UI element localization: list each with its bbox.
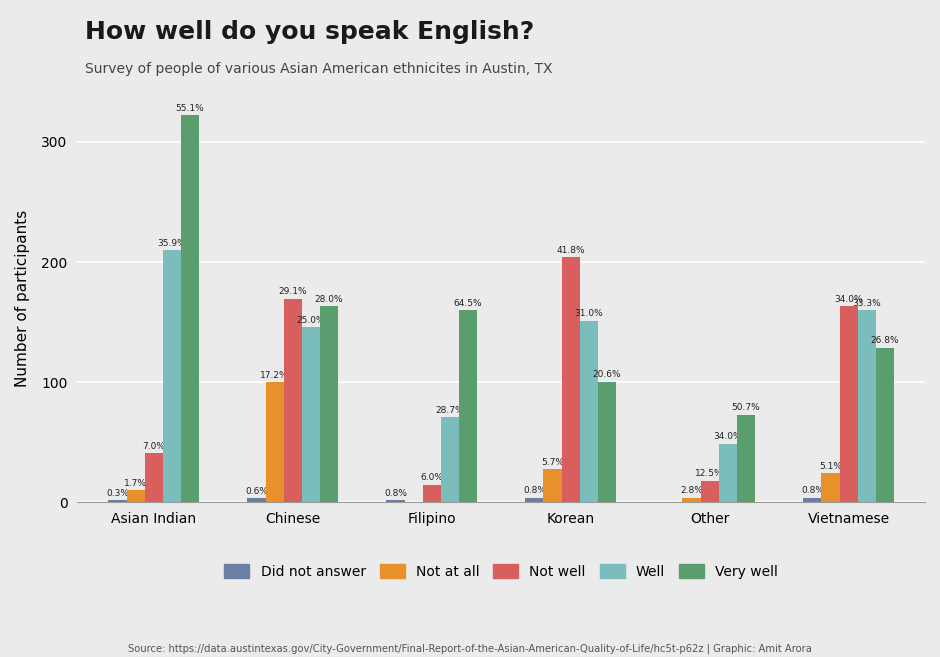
Bar — [386, 500, 404, 503]
Bar — [876, 348, 894, 503]
Bar — [525, 498, 543, 503]
Bar — [302, 327, 320, 503]
Y-axis label: Number of participants: Number of participants — [15, 210, 30, 387]
Text: 0.8%: 0.8% — [801, 486, 824, 495]
Bar — [682, 497, 700, 503]
Text: 55.1%: 55.1% — [176, 104, 204, 112]
Bar — [423, 485, 441, 503]
Text: 34.0%: 34.0% — [834, 295, 863, 304]
Text: 1.7%: 1.7% — [124, 479, 147, 488]
Bar — [284, 298, 302, 503]
Text: 34.0%: 34.0% — [713, 432, 742, 442]
Bar — [320, 306, 337, 503]
Text: 5.1%: 5.1% — [819, 462, 842, 470]
Bar — [145, 453, 163, 503]
Bar — [180, 115, 199, 503]
Text: 0.8%: 0.8% — [384, 489, 407, 497]
Text: 64.5%: 64.5% — [453, 299, 482, 307]
Text: 33.3%: 33.3% — [853, 299, 881, 308]
Text: 6.0%: 6.0% — [420, 473, 443, 482]
Bar — [247, 498, 265, 503]
Bar — [459, 310, 477, 503]
Text: 41.8%: 41.8% — [556, 246, 585, 255]
Bar — [700, 481, 718, 503]
Text: Survey of people of various Asian American ethnicites in Austin, TX: Survey of people of various Asian Americ… — [85, 62, 552, 76]
Bar — [737, 415, 755, 503]
Bar — [441, 417, 459, 503]
Text: 31.0%: 31.0% — [574, 309, 603, 318]
Bar — [265, 382, 284, 503]
Text: 0.3%: 0.3% — [106, 489, 129, 498]
Bar — [580, 321, 598, 503]
Text: 25.0%: 25.0% — [296, 316, 325, 325]
Bar — [857, 310, 876, 503]
Text: 2.8%: 2.8% — [680, 486, 703, 495]
Text: 26.8%: 26.8% — [870, 336, 899, 346]
Bar — [543, 469, 561, 503]
Bar — [561, 258, 580, 503]
Text: 0.6%: 0.6% — [245, 487, 268, 496]
Legend: Did not answer, Not at all, Not well, Well, Very well: Did not answer, Not at all, Not well, We… — [219, 558, 783, 584]
Text: 50.7%: 50.7% — [731, 403, 760, 413]
Text: Source: https://data.austintexas.gov/City-Government/Final-Report-of-the-Asian-A: Source: https://data.austintexas.gov/Cit… — [128, 643, 812, 654]
Text: 5.7%: 5.7% — [541, 458, 564, 466]
Text: How well do you speak English?: How well do you speak English? — [85, 20, 534, 44]
Bar — [127, 491, 145, 503]
Text: 29.1%: 29.1% — [278, 287, 307, 296]
Text: 7.0%: 7.0% — [142, 442, 165, 451]
Text: 35.9%: 35.9% — [157, 238, 186, 248]
Text: 17.2%: 17.2% — [260, 371, 289, 380]
Text: 28.7%: 28.7% — [435, 405, 464, 415]
Bar — [108, 501, 127, 503]
Bar — [598, 382, 616, 503]
Bar — [839, 306, 857, 503]
Bar — [163, 250, 180, 503]
Text: 12.5%: 12.5% — [696, 469, 724, 478]
Text: 0.8%: 0.8% — [523, 486, 546, 495]
Bar — [718, 443, 737, 503]
Bar — [804, 498, 822, 503]
Bar — [822, 473, 839, 503]
Text: 20.6%: 20.6% — [592, 371, 621, 379]
Text: 28.0%: 28.0% — [315, 295, 343, 304]
